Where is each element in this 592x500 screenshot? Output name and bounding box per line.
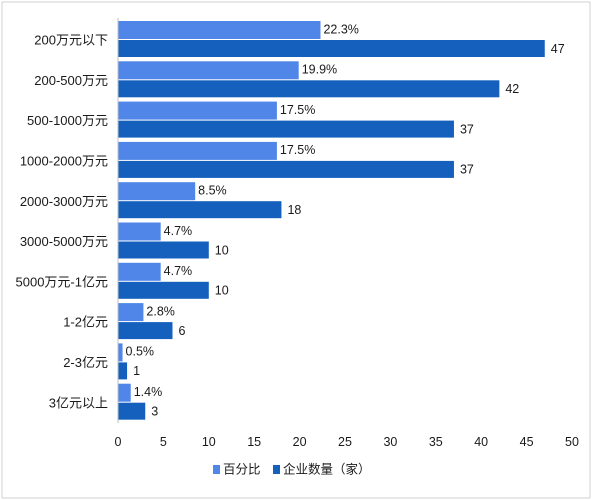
percent-bar [118,303,144,322]
percent-bar [118,383,131,402]
category-label: 200-500万元 [34,73,108,88]
percent-label: 2.8% [146,304,175,318]
legend: 百分比 企业数量（家） [213,461,371,476]
percent-bar [118,61,299,80]
count-bar [118,281,209,299]
category-label: 2000-3000万元 [20,194,108,209]
percent-bar [118,21,321,39]
legend-swatch [273,465,280,474]
x-tick-label: 30 [383,435,397,449]
count-bar [118,362,128,380]
legend-label: 百分比 [223,462,261,476]
x-tick-label: 20 [293,435,307,449]
count-label: 10 [215,284,229,298]
count-label: 42 [505,82,519,96]
x-tick-label: 25 [338,435,352,449]
bars [118,21,545,420]
category-label: 2-3亿元 [63,355,108,370]
count-bar [118,40,545,57]
category-label: 1-2亿元 [63,315,108,330]
percent-bar [118,343,123,362]
percent-bar [118,101,277,120]
percent-label: 17.5% [280,143,315,157]
count-bar [118,241,209,259]
category-label: 5000万元-1亿元 [16,274,108,289]
percent-label: 4.7% [164,224,193,238]
count-bar [118,120,454,138]
count-label: 3 [151,404,158,418]
category-label: 3000-5000万元 [20,234,108,249]
x-axis-ticks: 0 5 10 15 20 25 30 35 40 45 50 [115,435,579,449]
count-bar [118,322,173,340]
percent-label: 17.5% [280,103,315,117]
x-tick-label: 50 [565,435,579,449]
percent-label: 19.9% [302,63,337,77]
x-tick-label: 10 [202,435,216,449]
percent-label: 0.5% [126,345,155,359]
percent-bar [118,222,161,241]
percent-bar [118,141,277,160]
x-tick-label: 40 [474,435,488,449]
count-bar [118,402,146,420]
count-label: 47 [551,42,565,56]
x-tick-label: 5 [160,435,167,449]
data-labels: 22.3%4719.9%4217.5%3717.5%378.5%184.7%10… [126,22,565,418]
category-labels: 200万元以下 200-500万元 500-1000万元 1000-2000万元 200… [16,33,108,411]
count-bar [118,160,454,178]
count-label: 1 [133,364,140,378]
category-label: 200万元以下 [34,33,108,48]
count-label: 37 [460,163,474,177]
x-tick-label: 35 [429,435,443,449]
count-bar [118,201,282,219]
count-bar [118,80,500,98]
category-label: 500-1000万元 [27,113,108,128]
legend-swatch [213,465,220,474]
percent-bar [118,182,196,201]
percent-bar [118,262,161,281]
category-label: 1000-2000万元 [20,153,108,168]
category-label: 3亿元以上 [49,395,108,410]
x-tick-label: 0 [115,435,122,449]
percent-label: 22.3% [323,22,358,36]
count-label: 37 [460,122,474,136]
x-tick-label: 15 [247,435,261,449]
count-label: 6 [178,324,185,338]
x-tick-label: 45 [520,435,534,449]
percent-label: 1.4% [134,385,163,399]
percent-label: 4.7% [164,264,193,278]
count-label: 18 [287,203,301,217]
legend-label: 企业数量（家） [283,461,371,476]
count-label: 10 [215,243,229,257]
percent-label: 8.5% [198,183,227,197]
